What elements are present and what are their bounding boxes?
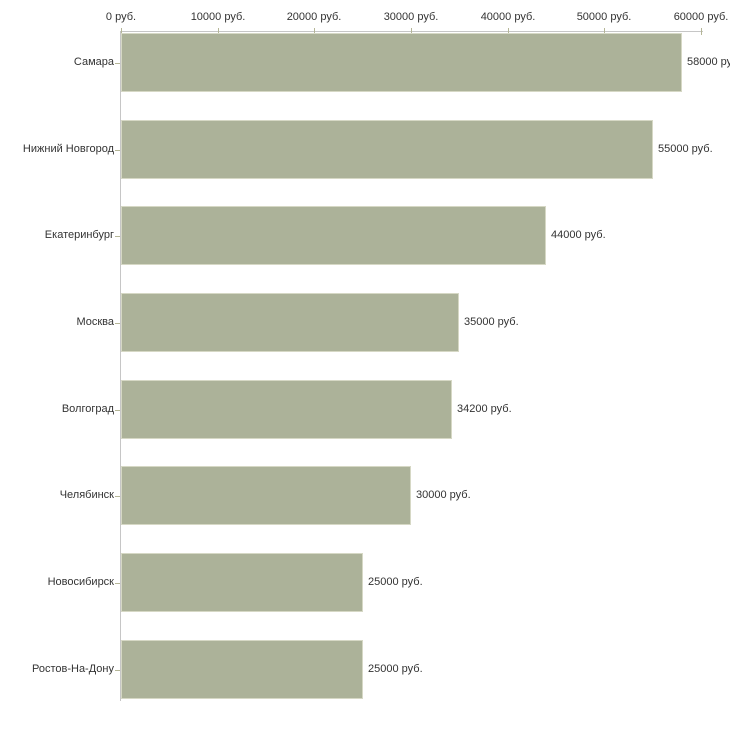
x-axis-tick-label: 30000 руб. [383, 11, 439, 23]
value-label: 55000 руб. [658, 143, 713, 155]
y-axis-tick [115, 670, 120, 671]
x-axis-tick [508, 28, 509, 35]
category-label: Ростов-На-Дону [31, 663, 114, 675]
x-axis-tick-label: 10000 руб. [190, 11, 246, 23]
y-axis-tick [115, 63, 120, 64]
y-axis-tick [115, 496, 120, 497]
y-axis-line [120, 31, 121, 701]
y-axis-tick [115, 583, 120, 584]
y-axis-tick [115, 323, 120, 324]
value-label: 30000 руб. [416, 489, 471, 501]
value-label: 58000 руб. [687, 56, 730, 68]
x-axis-tick [314, 28, 315, 35]
x-axis-line [121, 31, 703, 32]
category-label: Нижний Новгород [22, 143, 114, 155]
category-label: Екатеринбург [44, 229, 114, 241]
bar [121, 33, 682, 92]
y-axis-tick [115, 410, 120, 411]
x-axis-tick [701, 28, 702, 35]
category-label: Челябинск [59, 489, 114, 501]
bar [121, 293, 459, 352]
x-axis-tick [218, 28, 219, 35]
bar [121, 553, 363, 612]
value-label: 44000 руб. [551, 229, 606, 241]
category-label: Новосибирск [47, 576, 114, 588]
category-label: Самара [73, 56, 114, 68]
x-axis-tick-label: 60000 руб. [673, 11, 729, 23]
value-label: 25000 руб. [368, 576, 423, 588]
bar [121, 120, 653, 179]
value-label: 25000 руб. [368, 663, 423, 675]
y-axis-tick [115, 236, 120, 237]
x-axis-tick [121, 28, 122, 35]
category-label: Волгоград [61, 403, 114, 415]
bar [121, 466, 411, 525]
value-label: 34200 руб. [457, 403, 512, 415]
y-axis-tick [115, 150, 120, 151]
x-axis-tick-label: 0 руб. [105, 11, 137, 23]
bar [121, 640, 363, 699]
x-axis-tick-label: 20000 руб. [286, 11, 342, 23]
x-axis-tick-label: 40000 руб. [480, 11, 536, 23]
value-label: 35000 руб. [464, 316, 519, 328]
category-label: Москва [76, 316, 114, 328]
x-axis-tick-label: 50000 руб. [576, 11, 632, 23]
bar [121, 206, 546, 265]
x-axis-tick [411, 28, 412, 35]
bar [121, 380, 452, 439]
x-axis-tick [604, 28, 605, 35]
